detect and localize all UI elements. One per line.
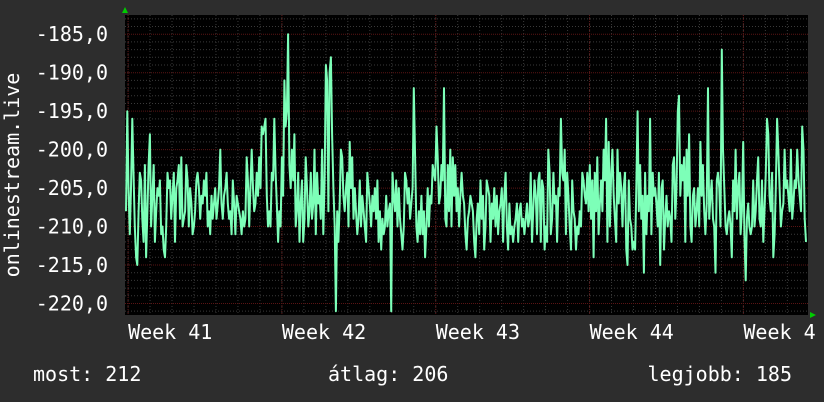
stat-best-label: legjobb:	[647, 362, 744, 386]
x-tick-label: Week 4	[743, 320, 815, 344]
x-axis-arrow	[810, 312, 816, 318]
x-tick-label: Week 44	[590, 320, 674, 344]
stat-best: legjobb: 185	[648, 362, 793, 386]
y-tick-label: -195,0	[36, 99, 108, 123]
plot-area	[125, 15, 808, 315]
stats-bar: most: 212 átlag: 206 legjobb: 185	[0, 362, 824, 390]
x-tick-label: Week 42	[282, 320, 366, 344]
stat-average: átlag: 206	[328, 362, 448, 386]
y-tick-label: -210,0	[36, 215, 108, 239]
y-tick-label: -190,0	[36, 61, 108, 85]
stat-current: most: 212	[33, 362, 141, 386]
y-tick-label: -220,0	[36, 291, 108, 315]
stat-average-label: átlag:	[328, 362, 401, 386]
stat-current-value: 212	[105, 362, 142, 386]
x-tick-label: Week 43	[436, 320, 520, 344]
stat-best-value: 185	[755, 362, 792, 386]
y-tick-label: -215,0	[36, 253, 108, 277]
stat-current-label: most:	[33, 362, 94, 386]
y-tick-label: -200,0	[36, 138, 108, 162]
series-line	[125, 33, 807, 313]
y-tick-label: -185,0	[36, 22, 108, 46]
y-tick-label: -205,0	[36, 176, 108, 200]
stat-average-value: 206	[412, 362, 449, 386]
x-tick-label: Week 41	[128, 320, 212, 344]
y-axis-label-text: onlinestream.live	[0, 72, 24, 278]
y-axis-arrow	[122, 7, 128, 13]
